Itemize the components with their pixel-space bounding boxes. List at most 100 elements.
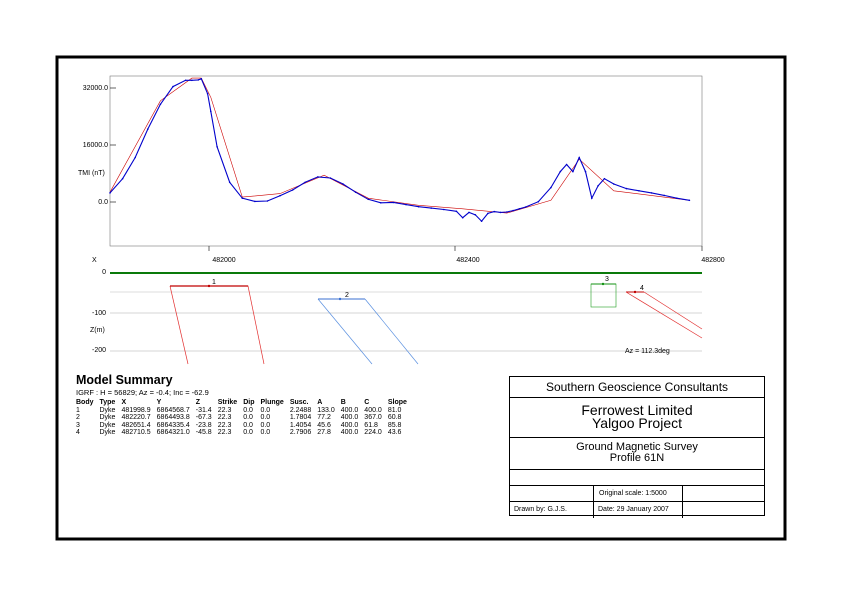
table-cell: 400.0 [340,421,359,429]
dyke-body-2: 2 [317,292,419,365]
observed-point [550,186,552,189]
body-label: 3 [605,276,609,283]
table-cell: 482710.5 [121,429,151,436]
tmi-profile-panel: 32000.0 16000.0 0.0 TMI (nT) [78,75,703,247]
table-cell: 3 [76,421,80,429]
observed-point [493,210,496,213]
divider [593,486,594,502]
table-cell: -45.8 [195,429,212,436]
observed-point [405,203,407,206]
table-cell: 482220.7 [121,414,151,421]
observed-point [461,216,464,219]
observed-point [254,200,256,203]
model-summary: Model Summary IGRF : H = 56829; Az = -0.… [76,373,496,437]
page-frame [55,55,787,541]
observed-point [512,209,514,212]
drawn-by: Drawn by: G.J.S. [514,506,567,513]
model-summary-table: Body Type X Y Z Strike Dip Plunge Susc. A B C Slope … [76,399,413,437]
observed-point [468,211,470,214]
table-cell: 43.6 [387,429,402,436]
observed-point [121,177,124,180]
observed-point [443,208,445,211]
observed-point [417,205,420,208]
observed-point [210,110,212,113]
observed-point [572,170,574,173]
observed-tmi-line [109,78,690,223]
company-name: Southern Geoscience Consultants [545,380,729,394]
observed-point [650,192,653,194]
table-cell: 0.0 [243,429,253,436]
table-cell: 6864335.4 [156,421,190,429]
table-cell: Dyke [99,406,116,414]
observed-point [304,181,307,184]
model-summary-title: Model Summary [76,373,173,387]
table-cell: 0.0 [260,429,271,436]
x-axis: X 482000 482400 482800 [92,246,725,264]
observed-point [291,189,294,191]
table-cell: 0.0 [243,406,253,414]
body-label: 4 [640,285,644,292]
column-header: C [364,399,370,406]
observed-point [537,200,540,203]
divider [682,486,683,502]
survey-info: Ground Magnetic Survey Profile 61N [510,437,764,469]
section-ytick-label: -100 [92,310,106,317]
table-row: 3 Dyke 482651.4 6864335.4 -23.8 22.3 0.0 0.0 1.4… [76,422,413,430]
project-name: Yalgoo Project [591,415,682,431]
table-cell: 61.8 [364,421,378,429]
table-cell: 4 [76,429,80,436]
ytick-label: 16000.0 [83,142,108,149]
observed-point [191,79,193,82]
section-panel: 0 -100 -200 Z(m) 1 2 3 [90,269,703,365]
observed-point [499,211,502,214]
title-block: Southern Geoscience Consultants Ferrowes… [509,376,765,518]
table-cell: 85.8 [387,421,402,429]
drawn-row: Drawn by: G.J.S. Date: 29 January 2007 [510,501,764,518]
observed-point [455,210,458,213]
table-header-row: Body Type X Y Z Strike Dip Plunge Susc. A B C Slope [76,399,413,407]
observed-point [584,170,587,173]
observed-point [216,146,218,148]
observed-point [172,85,174,88]
column-header: X [121,399,127,406]
table-cell: 482651.4 [121,421,151,429]
table-cell: 81.0 [387,406,402,414]
observed-point [506,211,508,213]
survey-name: Ground Magnetic Survey [576,441,698,453]
observed-point [565,163,568,166]
table-cell: 27.8 [317,429,331,436]
column-header: B [340,399,346,406]
observed-point [638,190,640,192]
observed-point [159,103,162,106]
observed-point [147,128,149,130]
observed-point [688,199,691,202]
observed-point [134,156,136,159]
x-axis-label: X [92,257,97,264]
table-cell: 0.0 [260,406,271,414]
column-header: A [317,399,323,406]
observed-point [676,197,678,199]
observed-point [591,197,593,199]
profile-name: Profile 61N [609,452,665,464]
column-header: Y [156,399,162,406]
xtick-label: 482400 [456,257,479,264]
client-name: Ferrowest Limited [581,402,693,418]
body-label: 2 [345,292,349,299]
table-cell: 367.0 [364,414,382,421]
azimuth-annotation: Az = 112.3deg [625,348,670,355]
column-header: Dip [243,399,255,406]
table-cell: 6864493.8 [156,414,190,421]
column-header: Z [195,399,201,406]
y-axis-label: TMI (nT) [78,170,105,177]
table-cell: 6864568.7 [156,406,190,414]
table-cell: 0.0 [243,421,253,429]
table-cell: 2 [76,414,80,421]
table-cell: 77.2 [317,414,331,421]
table-cell: 224.0 [364,429,382,436]
divider [682,502,683,518]
table-cell: 45.6 [317,421,331,429]
column-header: Strike [217,399,238,406]
observed-point [613,183,615,185]
table-cell: 400.0 [340,406,359,414]
